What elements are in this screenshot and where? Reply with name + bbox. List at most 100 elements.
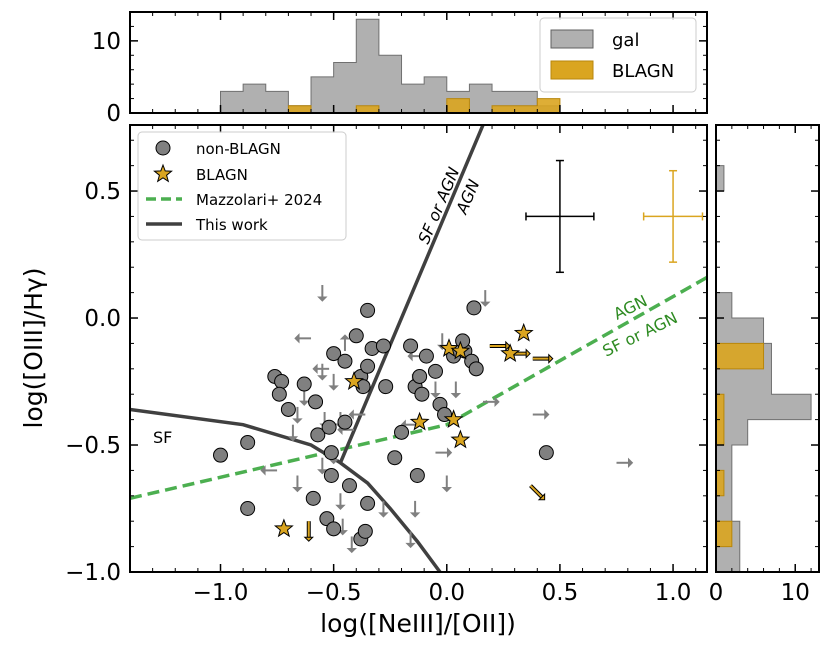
non-blagn-limit-arrow-29	[482, 396, 500, 408]
non-blagn-point-30	[387, 450, 403, 466]
non-blagn-limit-arrow-24	[430, 381, 441, 399]
top-hist-frame	[129, 11, 708, 114]
non-blagn-point-36	[414, 386, 430, 402]
non-blagn-limit-arrow-30	[480, 290, 491, 307]
arrow-head	[335, 504, 346, 510]
blagn-point-2	[409, 411, 430, 431]
blagn-limit-arrow-4	[529, 484, 546, 501]
x-tick-label: 0.0	[428, 580, 465, 606]
non-blagn-point-9	[310, 427, 326, 443]
arrow-head	[317, 296, 328, 302]
arrow-head	[450, 393, 462, 399]
y-axis-label: log([OIII]/Hγ)	[19, 268, 48, 429]
non-blagn-limit-arrow-17	[348, 409, 366, 420]
non-blagn-limit-arrow-12	[346, 536, 357, 554]
non-blagn-limit-arrow-5	[317, 363, 328, 381]
x-tick-label: 1.0	[655, 580, 692, 606]
arrow-head	[292, 486, 303, 493]
legend-swatch-gal	[550, 29, 594, 49]
non-blagn-point-12	[323, 445, 339, 461]
arrow-head	[339, 334, 351, 340]
blagn-point-7	[500, 343, 521, 363]
non-blagn-point-4	[274, 374, 290, 390]
non-blagn-limit-arrow-13	[317, 285, 328, 302]
top-hist-legend: gal BLAGN	[539, 17, 697, 93]
blagn-point-3	[443, 409, 464, 429]
non-blagn-point-47	[538, 445, 554, 461]
non-blagn-point-29	[378, 379, 394, 395]
legend-label-non-blagn: non-BLAGN	[196, 140, 281, 158]
legend-label-blagn-main: BLAGN	[196, 166, 248, 184]
non-blagn-point-34	[403, 338, 419, 354]
non-blagn-point-38	[427, 363, 443, 379]
main-legend-box	[137, 131, 347, 241]
arrow-head	[441, 486, 452, 493]
top-y-tick-label: 0	[106, 101, 121, 127]
non-blagn-point-16	[326, 346, 342, 362]
arrow-head	[317, 375, 328, 381]
arrow-head	[430, 393, 441, 399]
non-blagn-limit-arrow-22	[405, 531, 416, 549]
arrow-head	[405, 542, 416, 549]
blagn-point-4	[439, 338, 459, 357]
legend-swatch-blagn	[550, 60, 594, 80]
line-this-work-1	[338, 125, 485, 464]
non-blagn-limit-arrow-18	[378, 500, 389, 518]
y-tick-label: 0.5	[84, 179, 121, 205]
legend-label-blagn: BLAGN	[612, 61, 674, 82]
scatter-points	[213, 300, 554, 547]
top-hist-ticks: 0 10	[92, 12, 707, 127]
non-blagn-point-25	[357, 523, 373, 539]
main-ticks: −1.0 −0.5 0.0 0.5 1.0 −1.0 −0.5 0.0 0.5	[65, 125, 707, 606]
y-tick-label: 0.0	[84, 306, 121, 332]
y-tick-label: −0.5	[65, 433, 121, 459]
non-blagn-limit-arrow-26	[435, 447, 453, 458]
non-blagn-point-17	[337, 353, 353, 369]
arrow-shaft	[529, 484, 543, 498]
legend-marker-blagn	[153, 163, 173, 183]
non-blagn-point-0	[213, 447, 229, 463]
blagn-limit-arrow-0	[489, 340, 511, 352]
error-bars	[525, 159, 704, 274]
non-blagn-limit-arrow-4	[294, 333, 312, 344]
y-tick-label: −1.0	[65, 560, 121, 586]
blagn-limit-arrow-2	[532, 353, 554, 364]
arrow-head	[537, 492, 546, 501]
non-blagn-limit-arrow-6	[312, 363, 330, 375]
top-hist-bars	[220, 18, 561, 114]
non-blagn-limit-arrow-34	[260, 465, 278, 476]
non-blagn-point-46	[466, 300, 482, 316]
right-hist-ticks: 0 10	[709, 125, 819, 606]
right-x-tick-label: 0	[709, 580, 724, 606]
non-blagn-limit-arrow-1	[292, 475, 303, 493]
non-blagn-point-44	[468, 361, 484, 377]
region-label-sf: SF	[153, 428, 172, 447]
non-blagn-point-35	[409, 467, 425, 483]
non-blagn-point-6	[280, 401, 296, 417]
blagn-point-6	[450, 429, 471, 449]
non-blagn-point-10	[305, 490, 321, 506]
non-blagn-limit-arrow-15	[339, 334, 351, 352]
legend-label-gal: gal	[612, 30, 639, 51]
non-blagn-point-31	[394, 424, 410, 440]
arrow-head	[292, 418, 303, 424]
top-y-tick-label: 10	[92, 29, 121, 55]
arrow-head	[328, 385, 339, 391]
arrow-head	[525, 348, 531, 359]
non-blagn-point-7	[296, 376, 312, 392]
arrow-head	[378, 512, 389, 518]
non-blagn-limit-arrow-28	[450, 381, 462, 399]
blagn-point-5	[450, 340, 471, 360]
diagnostic-lines	[130, 125, 707, 572]
non-blagn-point-26	[360, 495, 376, 511]
non-blagn-limit-arrow-11	[337, 518, 348, 536]
non-blagn-point-22	[360, 358, 376, 374]
main-scatter-panel: −1.0 −0.5 0.0 0.5 1.0−1.0−0.50.00.5 SF SF or…	[19, 124, 708, 638]
arrow-head	[627, 457, 634, 468]
non-blagn-point-19	[341, 478, 357, 494]
right-x-tick-label: 10	[781, 580, 810, 606]
non-blagn-point-1	[240, 434, 256, 450]
arrow-head	[480, 301, 491, 307]
region-label-agn-green: AGN	[610, 291, 650, 323]
